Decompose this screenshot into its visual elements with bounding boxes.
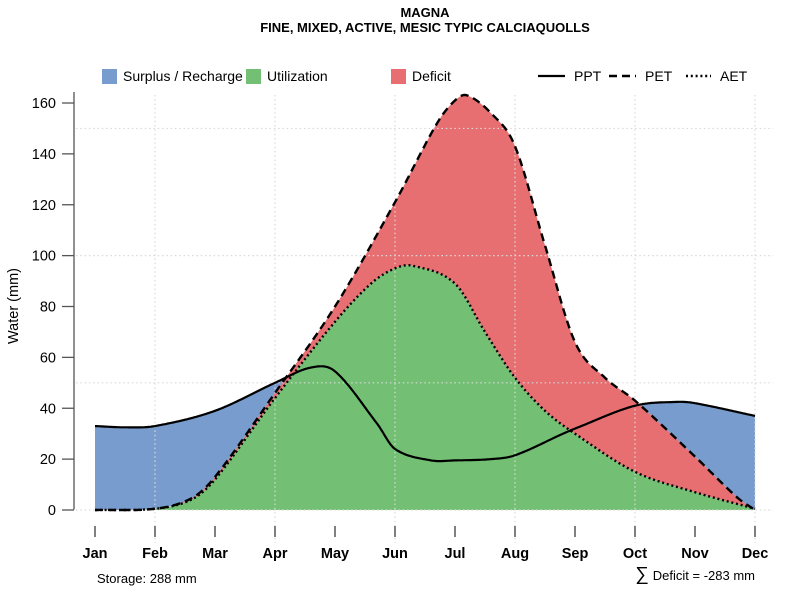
utilization-label: Utilization — [267, 68, 328, 84]
month-label-apr: Apr — [263, 546, 288, 562]
surplus-recharge-area — [640, 401, 755, 510]
month-label-jan: Jan — [83, 546, 108, 562]
legend-deficit: Deficit — [391, 68, 451, 84]
y-tick-label-60: 60 — [40, 350, 56, 366]
y-tick-label-20: 20 — [40, 452, 56, 468]
area-fills — [95, 95, 755, 510]
axes: 0 20 40 60 80 100 120 140 160 Jan Feb Mar Apr May Jun J… — [6, 92, 768, 562]
month-label-aug: Aug — [501, 546, 529, 562]
legend-pet: PET — [609, 68, 672, 84]
y-tick-label-120: 120 — [32, 198, 56, 214]
surplus-recharge-area — [95, 378, 285, 510]
deficit-area — [177, 95, 750, 508]
month-label-feb: Feb — [142, 546, 168, 562]
month-label-nov: Nov — [681, 546, 708, 562]
pet-label: PET — [645, 68, 673, 84]
legend-aet: AET — [686, 68, 747, 84]
surplus-recharge-swatch-icon — [102, 68, 117, 84]
month-label-sep: Sep — [562, 546, 589, 562]
y-tick-label-140: 140 — [32, 147, 56, 163]
storage-annotation: Storage: 288 mm — [97, 571, 197, 586]
deficit-sum-text: Deficit = -283 mm — [652, 568, 755, 583]
utilization-swatch-icon — [246, 68, 261, 84]
y-tick-label-0: 0 — [48, 503, 56, 519]
dotted-line-icon — [686, 74, 711, 78]
aet-label: AET — [720, 68, 748, 84]
y-tick-label-40: 40 — [40, 401, 56, 417]
curves — [95, 93, 756, 512]
y-tick-label-80: 80 — [40, 300, 56, 316]
month-label-jul: Jul — [445, 546, 466, 562]
dashed-line-icon — [609, 74, 636, 78]
aet-line — [95, 264, 756, 512]
sigma-icon: ∑ — [635, 564, 649, 585]
deficit-label: Deficit — [412, 68, 451, 84]
ppt-label: PPT — [574, 68, 602, 84]
y-tick-label-160: 160 — [32, 96, 56, 112]
legend-surplus-recharge: Surplus / Recharge — [102, 68, 243, 84]
y-axis-title: Water (mm) — [6, 268, 22, 344]
utilization-area — [137, 265, 755, 510]
ppt-line — [95, 365, 756, 463]
chart-subtitle: FINE, MIXED, ACTIVE, MESIC TYPIC CALCIAQ… — [260, 20, 590, 35]
gridlines — [76, 95, 773, 543]
month-label-may: May — [321, 546, 349, 562]
chart-title: MAGNA — [400, 5, 450, 20]
legend-ppt: PPT — [538, 68, 601, 84]
pet-line — [95, 93, 756, 512]
month-label-mar: Mar — [202, 546, 228, 562]
month-label-jun: Jun — [382, 546, 408, 562]
month-label-dec: Dec — [742, 546, 769, 562]
month-label-oct: Oct — [623, 546, 647, 562]
solid-line-icon — [538, 74, 565, 78]
deficit-swatch-icon — [391, 68, 406, 84]
surplus-recharge-label: Surplus / Recharge — [123, 68, 243, 84]
deficit-sum-annotation: ∑ Deficit = -283 mm — [635, 564, 755, 585]
y-tick-label-100: 100 — [32, 249, 56, 265]
legend-utilization: Utilization — [246, 68, 328, 84]
